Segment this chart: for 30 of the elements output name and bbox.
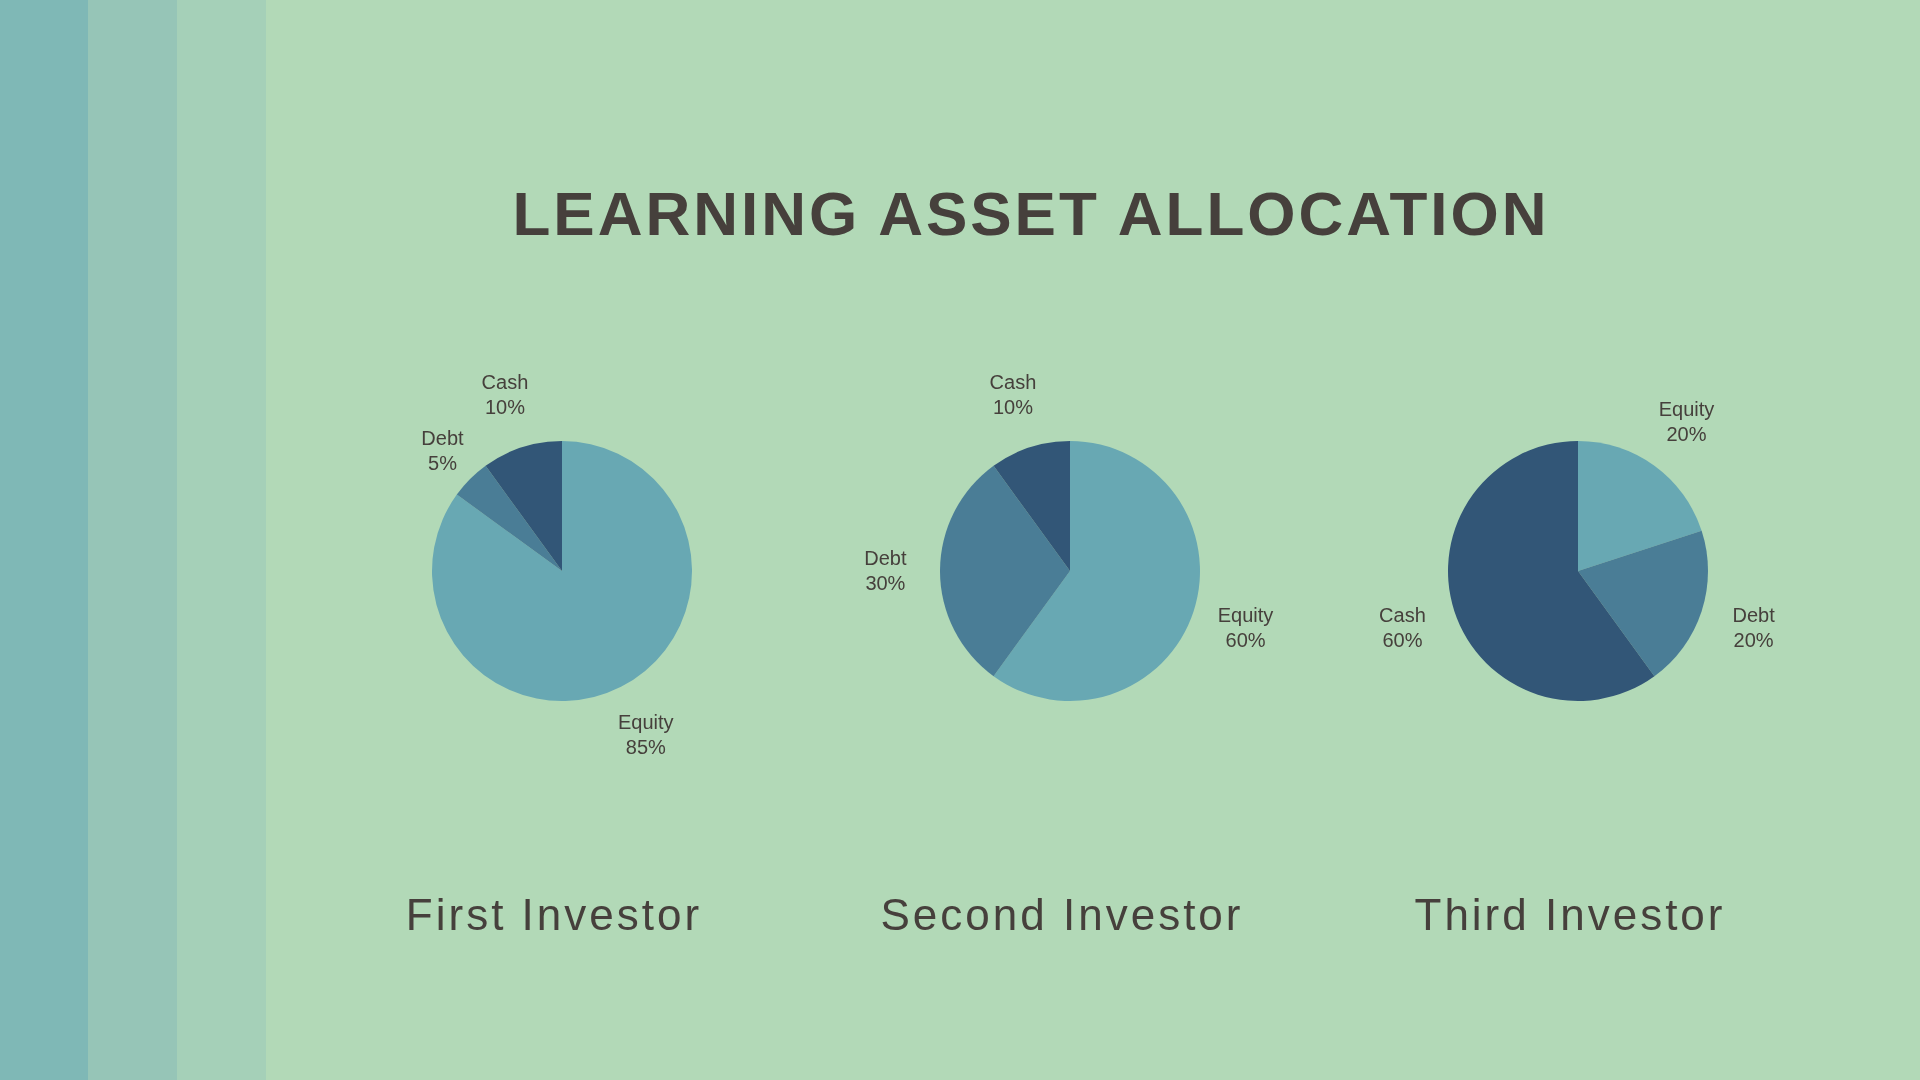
slice-label: Debt (1732, 604, 1776, 627)
data-label: 20% (1733, 629, 1774, 652)
data-label: 60% (1382, 629, 1423, 652)
text: First Investor (405, 890, 703, 939)
data-label: 60% (1225, 629, 1266, 652)
slice-label: Cash (1379, 604, 1426, 627)
data-label: 10% (992, 396, 1034, 419)
data-label: 5% (428, 452, 458, 475)
pie-slice (1578, 530, 1708, 677)
pie-slice (1578, 441, 1702, 571)
pie-slice (993, 441, 1200, 701)
pie-slice (1448, 441, 1655, 701)
pie-slice (993, 441, 1070, 571)
data-label: 30% (865, 572, 906, 594)
pie-slice (456, 465, 562, 571)
data-label: 20% (1666, 422, 1707, 445)
pie-slice (940, 465, 1070, 677)
data-label: 85% (625, 736, 667, 759)
slice-label: Cash (481, 371, 529, 394)
slice-label: Debt (421, 427, 465, 450)
text: LEARNING ASSET ALLOCATION (512, 179, 1550, 248)
pie-slice (485, 441, 562, 571)
slice-label: Cash (989, 371, 1037, 394)
data-label: 10% (484, 396, 526, 419)
slice-label: Debt (864, 547, 907, 569)
text: Third Investor (1414, 890, 1726, 939)
text: Second Investor (880, 890, 1244, 939)
slice-label: Equity (1658, 397, 1715, 420)
slice-label: Equity (1217, 604, 1274, 627)
slice-label: Equity (618, 711, 674, 734)
